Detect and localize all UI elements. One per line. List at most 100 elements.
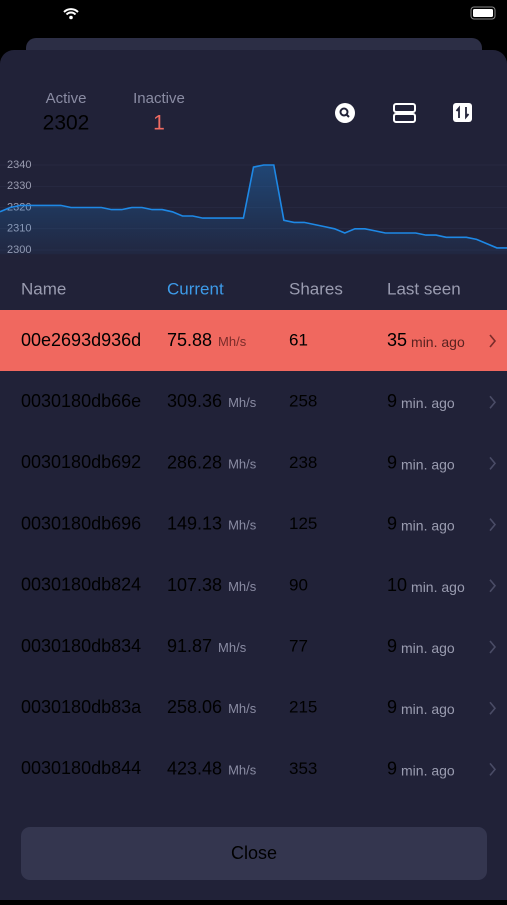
last-seen: 9 min. ago (387, 391, 455, 411)
column-header: Last seen (387, 279, 461, 298)
current-hashrate: 149.13 Mh/s (167, 513, 257, 533)
y-tick-label: 2330 (7, 180, 31, 192)
sheet (0, 50, 507, 905)
shares: 353 (289, 759, 317, 778)
chart: 23002310232023302340 (0, 159, 507, 256)
wifi-dot (69, 15, 73, 20)
last-seen-value: 9 (387, 758, 397, 778)
chevron[interactable] (489, 518, 497, 532)
last-seen-value: 10 (387, 575, 407, 595)
unit: Mh/s (218, 640, 247, 655)
current-hashrate: 91.87 Mh/s (167, 636, 247, 656)
chevron[interactable] (489, 456, 497, 470)
current-hashrate: 258.06 Mh/s (167, 697, 257, 717)
last-seen-suffix: min. ago (401, 517, 455, 533)
unit: Mh/s (228, 763, 257, 778)
active-label: Active (46, 90, 87, 107)
last-seen-suffix: min. ago (401, 701, 455, 717)
unit: Mh/s (228, 579, 257, 594)
current-value: 91.87 (167, 636, 212, 656)
chevron[interactable] (489, 762, 497, 776)
current-hashrate: 423.48 Mh/s (167, 758, 257, 778)
last-seen: 35 min. ago (387, 330, 465, 350)
last-seen-suffix: min. ago (411, 334, 465, 350)
battery (470, 6, 496, 20)
last-seen-suffix: min. ago (401, 762, 455, 778)
line (0, 164, 507, 249)
last-seen: 9 min. ago (387, 636, 455, 656)
shares: 61 (289, 330, 308, 349)
last-seen: 9 min. ago (387, 513, 455, 533)
unit: Mh/s (228, 702, 257, 717)
last-seen: 9 min. ago (387, 697, 455, 717)
inactive-count: 1 (153, 112, 165, 135)
chevron[interactable] (489, 395, 497, 409)
column-header: Name (21, 279, 66, 298)
miner-name: 0030180db692 (21, 452, 141, 472)
last-seen-value: 9 (387, 513, 397, 533)
unit: Mh/s (218, 334, 247, 349)
last-seen-suffix: min. ago (411, 579, 465, 595)
last-seen-value: 9 (387, 697, 397, 717)
miner-name: 0030180db824 (21, 575, 141, 595)
last-seen-value: 9 (387, 452, 397, 472)
column-header: Shares (289, 279, 343, 298)
miner-name: 00e2693d936d (21, 330, 141, 350)
last-seen-value: 35 (387, 330, 407, 350)
battery-level (473, 9, 493, 17)
shares: 215 (289, 698, 317, 717)
current-hashrate: 107.38 Mh/s (167, 575, 257, 595)
shares: 238 (289, 453, 317, 472)
shares: 125 (289, 514, 317, 533)
last-seen-suffix: min. ago (401, 395, 455, 411)
current-value: 75.88 (167, 330, 212, 350)
miner-name: 0030180db66e (21, 391, 141, 411)
chevron[interactable] (489, 579, 497, 593)
current-hashrate: 286.28 Mh/s (167, 452, 257, 472)
search-button[interactable] (335, 103, 355, 123)
current-value: 149.13 (167, 513, 222, 533)
miner-name: 0030180db696 (21, 513, 141, 533)
close-button[interactable] (21, 827, 487, 880)
y-tick-label: 2340 (7, 159, 31, 171)
area (0, 165, 507, 255)
miner-name: 0030180db844 (21, 758, 141, 778)
last-seen: 9 min. ago (387, 452, 455, 472)
close-label: Close (231, 843, 277, 863)
active-count: 2302 (43, 112, 90, 135)
chevron[interactable] (489, 640, 497, 654)
layout-button[interactable] (393, 103, 416, 123)
unit: Mh/s (228, 396, 257, 411)
current-value: 309.36 (167, 391, 222, 411)
last-seen-value: 9 (387, 636, 397, 656)
shares: 77 (289, 636, 308, 655)
current-value: 286.28 (167, 452, 222, 472)
current-value: 107.38 (167, 575, 222, 595)
current-hashrate: 309.36 Mh/s (167, 391, 257, 411)
miner-table: Name Current Shares Last seen 00e2693d936d 75… (0, 279, 507, 778)
selected-row (0, 310, 507, 371)
last-seen-suffix: min. ago (401, 640, 455, 656)
last-seen: 10 min. ago (387, 575, 465, 595)
chevron[interactable] (489, 334, 497, 348)
sort-button[interactable] (453, 103, 472, 122)
shares: 90 (289, 575, 308, 594)
column-header: Current (167, 279, 224, 298)
miner-name: 0030180db83a (21, 697, 142, 717)
last-seen: 9 min. ago (387, 758, 455, 778)
shares: 258 (289, 392, 317, 411)
unit: Mh/s (228, 518, 257, 533)
current-value: 258.06 (167, 697, 222, 717)
miner-name: 0030180db834 (21, 636, 141, 656)
current-value: 423.48 (167, 758, 222, 778)
carrier: Carrier (10, 5, 56, 22)
time: 11:08 AM (221, 5, 285, 22)
chevron[interactable] (489, 701, 497, 715)
current-hashrate: 75.88 Mh/s (167, 330, 247, 350)
inactive-label: Inactive (133, 90, 185, 107)
last-seen-value: 9 (387, 391, 397, 411)
last-seen-suffix: min. ago (401, 456, 455, 472)
wifi-icon (63, 8, 79, 16)
